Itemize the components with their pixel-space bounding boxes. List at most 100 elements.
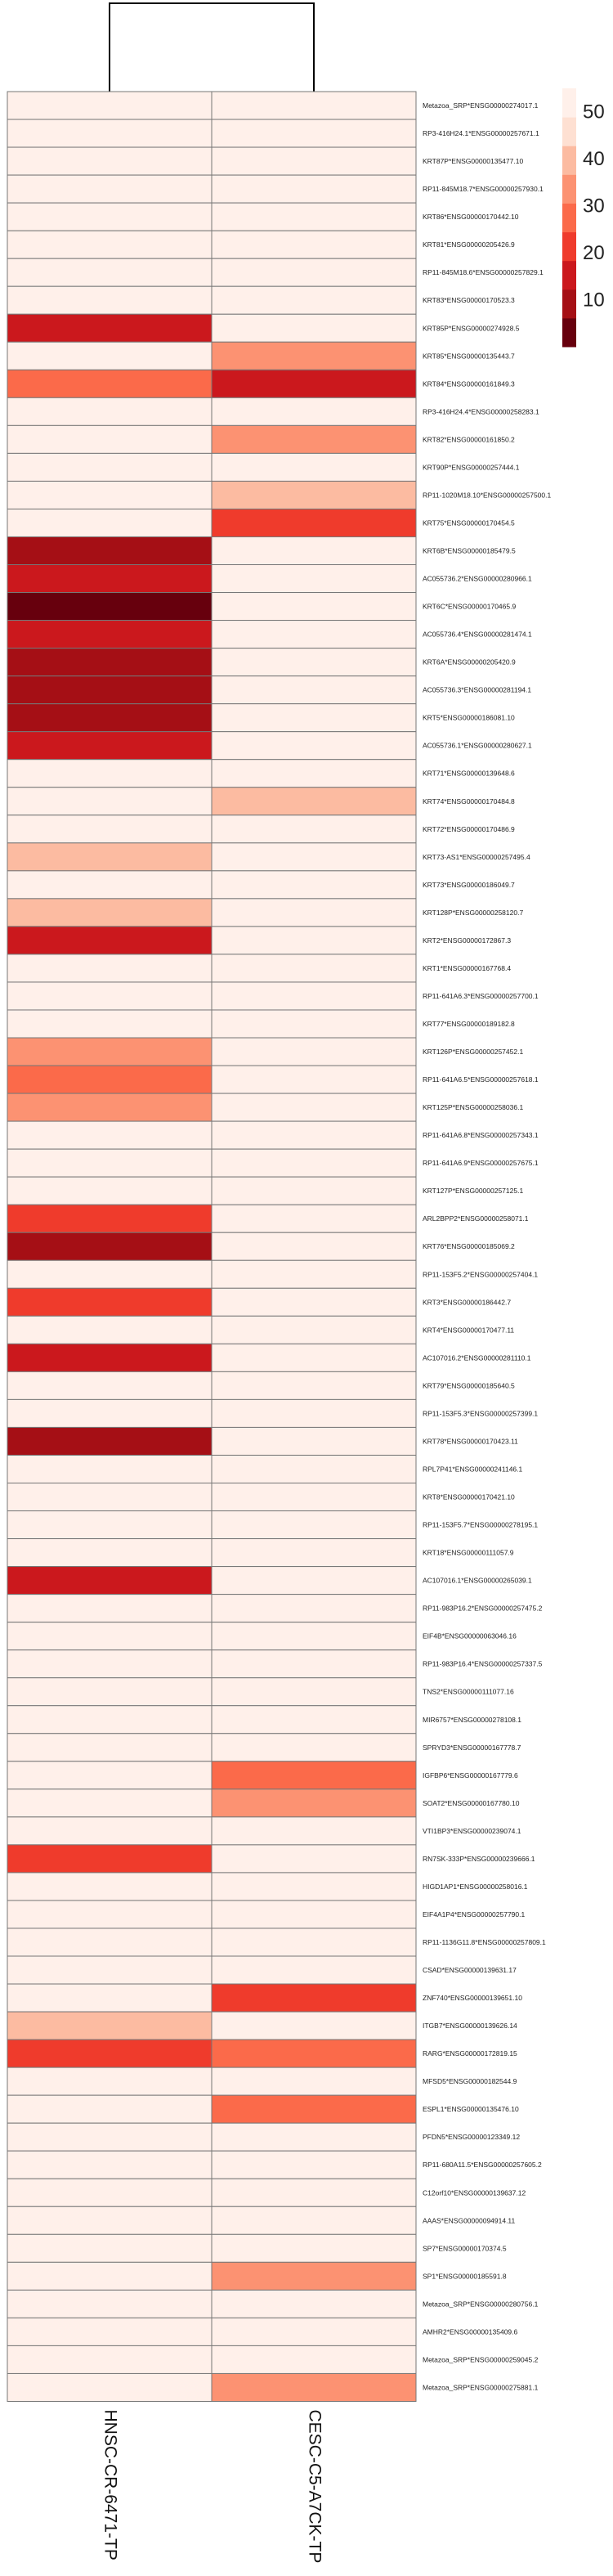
heatmap-cell [211, 2039, 417, 2068]
heatmap-cell [211, 313, 417, 343]
heatmap-cell [211, 1093, 417, 1122]
heatmap-cell [7, 1928, 213, 1957]
row-label: KRT77*ENSG00000189182.8 [423, 1020, 515, 1028]
heatmap-cell [7, 369, 213, 398]
legend-swatch [562, 146, 576, 175]
heatmap-cell [211, 1761, 417, 1790]
heatmap-cell [7, 1093, 213, 1122]
heatmap-cell [7, 1788, 213, 1818]
heatmap-cell [211, 1649, 417, 1679]
row-label: Metazoa_SRP*ENSG00000259045.2 [423, 2355, 539, 2363]
row-label: RP11-983P16.4*ENSG00000257337.5 [423, 1660, 543, 1668]
heatmap-cell [211, 2150, 417, 2179]
heatmap-cell [211, 1148, 417, 1178]
heatmap-cell [7, 1844, 213, 1874]
row-label: KRT81*ENSG00000205426.9 [423, 240, 515, 249]
heatmap-cell [211, 2345, 417, 2374]
heatmap-cell [7, 2233, 213, 2263]
row-label: KRT72*ENSG00000170486.9 [423, 825, 515, 833]
legend-swatch [562, 289, 576, 319]
row-label: ZNF740*ENSG00000139651.10 [423, 1994, 522, 2002]
row-label: KRT4*ENSG00000170477.11 [423, 1326, 514, 1334]
heatmap-cell [7, 2150, 213, 2179]
row-label: MFSD5*ENSG00000182544.9 [423, 2077, 517, 2085]
heatmap-cell [7, 1009, 213, 1039]
column-label: CESC-C5-A7CK-TP [305, 2409, 324, 2563]
heatmap-cell [7, 1566, 213, 1595]
heatmap-cell [7, 1816, 213, 1846]
heatmap-cell [7, 1454, 213, 1483]
row-label: Metazoa_SRP*ENSG00000275881.1 [423, 2383, 539, 2391]
heatmap-cell [7, 648, 213, 677]
row-label: KRT2*ENSG00000172867.3 [423, 936, 511, 945]
heatmap-cell [211, 1204, 417, 1233]
heatmap-cell [211, 480, 417, 509]
row-label: RP11-1136G11.8*ENSG00000257809.1 [423, 1938, 546, 1946]
heatmap-cell [7, 1232, 213, 1261]
row-label: ESPL1*ENSG00000135476.10 [423, 2105, 519, 2113]
heatmap-cell [211, 2289, 417, 2318]
heatmap-cell [7, 564, 213, 594]
heatmap-cell [7, 1371, 213, 1400]
heatmap-cell [7, 341, 213, 370]
heatmap-cell [211, 1483, 417, 1512]
heatmap-cell [7, 2178, 213, 2207]
row-label: AC055736.2*ENSG00000280966.1 [423, 575, 532, 583]
row-label: AMHR2*ENSG00000135409.6 [423, 2327, 518, 2336]
heatmap-cell [7, 815, 213, 844]
heatmap-cell [211, 870, 417, 900]
row-label: KRT78*ENSG00000170423.11 [423, 1437, 518, 1445]
heatmap-cell [7, 1622, 213, 1651]
legend-tick-label: 20 [583, 242, 605, 264]
heatmap-cell [7, 285, 213, 315]
heatmap-cell [211, 397, 417, 426]
row-label: KRT1*ENSG00000167768.4 [423, 964, 511, 972]
heatmap-cell [211, 2178, 417, 2207]
heatmap-cell [7, 1398, 213, 1428]
heatmap-cell [7, 2261, 213, 2291]
row-label: KRT6B*ENSG00000185479.5 [423, 546, 516, 554]
row-label: KRT83*ENSG00000170523.3 [423, 296, 515, 304]
heatmap-cell [7, 146, 213, 176]
row-label: RP11-153F5.3*ENSG00000257399.1 [423, 1409, 538, 1417]
heatmap-cell [211, 1733, 417, 1762]
row-label: RP11-641A6.9*ENSG00000257675.1 [423, 1159, 539, 1167]
row-label: KRT125P*ENSG00000258036.1 [423, 1103, 523, 1111]
heatmap-cell [7, 91, 213, 120]
heatmap-cell [211, 1844, 417, 1874]
heatmap-cell [7, 1649, 213, 1679]
heatmap-cell [211, 1065, 417, 1094]
heatmap-cell [211, 1037, 417, 1066]
heatmap-cell [211, 2372, 417, 2402]
heatmap-cell [211, 1622, 417, 1651]
heatmap-cell [211, 1176, 417, 1205]
heatmap-cell [211, 285, 417, 315]
heatmap-cell [7, 1594, 213, 1623]
legend-tick-label: 30 [583, 195, 605, 218]
legend-swatch [562, 203, 576, 233]
heatmap-cell [7, 1900, 213, 1929]
row-label: RP11-845M18.7*ENSG00000257930.1 [423, 185, 544, 193]
heatmap-cell [211, 1343, 417, 1372]
heatmap-cell [211, 564, 417, 594]
heatmap-cell [211, 536, 417, 566]
row-label: KRT71*ENSG00000139648.6 [423, 770, 515, 778]
heatmap-cell [211, 1900, 417, 1929]
row-label: RP11-153F5.7*ENSG00000278195.1 [423, 1521, 538, 1529]
row-label: CSAD*ENSG00000139631.17 [423, 1966, 517, 1974]
heatmap-cell [7, 313, 213, 343]
heatmap-cell [211, 1705, 417, 1735]
row-label: KRT74*ENSG00000170484.8 [423, 797, 515, 806]
heatmap-cell [7, 2122, 213, 2152]
column-dendrogram [109, 2, 315, 92]
row-label: KRT126P*ENSG00000257452.1 [423, 1048, 523, 1056]
heatmap-cell [211, 1983, 417, 2013]
heatmap-cell [211, 954, 417, 983]
heatmap-cell [7, 981, 213, 1011]
heatmap-cell [7, 230, 213, 259]
row-label: RP11-845M18.6*ENSG00000257829.1 [423, 268, 544, 276]
heatmap-cell [211, 202, 417, 231]
row-label: RP11-641A6.3*ENSG00000257700.1 [423, 992, 539, 1000]
legend-swatch [562, 231, 576, 262]
